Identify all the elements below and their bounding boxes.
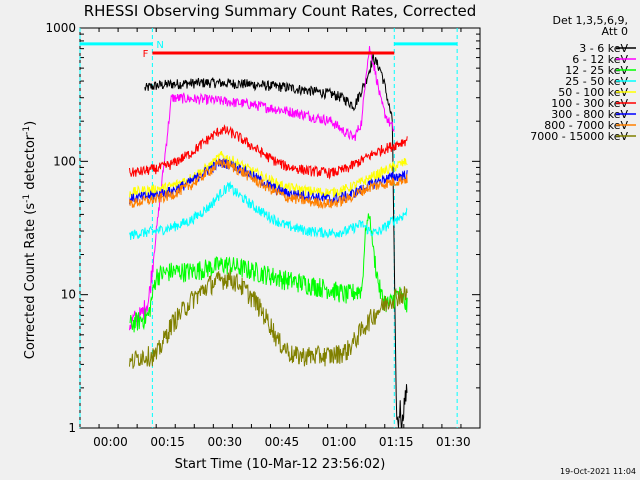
x-tick-label: 00:15 bbox=[150, 435, 185, 449]
series-line-0 bbox=[144, 53, 408, 428]
x-tick-label: 01:00 bbox=[322, 435, 357, 449]
timestamp: 19-Oct-2021 11:04 bbox=[560, 467, 636, 476]
y-axis-label-exp2: -1 bbox=[22, 126, 32, 135]
series-line-7 bbox=[129, 158, 408, 210]
series-line-4 bbox=[129, 150, 408, 199]
legend-entry-0: 3 - 6 keV bbox=[579, 42, 628, 55]
legend-entry-5: 100 - 300 keV bbox=[551, 97, 628, 110]
legend-entry-1: 6 - 12 keV bbox=[572, 53, 628, 66]
legend-entry-3: 25 - 50 keV bbox=[565, 75, 628, 88]
legend-header-line: Det 1,3,5,6,9, bbox=[552, 14, 628, 27]
series-line-5 bbox=[129, 124, 408, 180]
y-axis-label-close: ) bbox=[23, 121, 38, 126]
x-tick-label: 01:15 bbox=[379, 435, 414, 449]
series-line-8 bbox=[129, 269, 408, 369]
legend-entry-8: 7000 - 15000 keV bbox=[530, 130, 628, 143]
y-axis-label-exp: -1 bbox=[22, 194, 32, 203]
legend-entry-2: 12 - 25 keV bbox=[565, 64, 628, 77]
y-tick-label: 10 bbox=[61, 288, 76, 302]
series-line-3 bbox=[129, 181, 408, 241]
y-tick-label: 1000 bbox=[45, 21, 76, 35]
x-tick-label: 00:00 bbox=[93, 435, 128, 449]
series-line-1 bbox=[129, 46, 395, 331]
y-axis-label-tail: detector bbox=[23, 134, 38, 194]
y-axis-label: Corrected Count Rate (s-1 detector-1) bbox=[22, 121, 38, 359]
x-tick-label: 00:45 bbox=[265, 435, 300, 449]
chart-title: RHESSI Observing Summary Count Rates, Co… bbox=[84, 2, 477, 20]
legend-entry-7: 800 - 7000 keV bbox=[544, 119, 628, 132]
legend-header-line: Att 0 bbox=[602, 25, 628, 38]
y-tick-label: 1 bbox=[68, 421, 76, 435]
plot-area: 1 10 100 1000 00:00 00:15 00:30 00:45 01:00 01:15… bbox=[45, 21, 481, 449]
y-axis-label-main: Corrected Count Rate (s bbox=[23, 203, 38, 360]
flag-bar-label: F bbox=[143, 49, 149, 60]
y-tick-label: 100 bbox=[53, 154, 76, 168]
series-line-2 bbox=[129, 213, 408, 333]
x-tick-label: 00:30 bbox=[207, 435, 242, 449]
x-axis-label: Start Time (10-Mar-12 23:56:02) bbox=[175, 457, 386, 472]
x-tick-label: 01:30 bbox=[436, 435, 471, 449]
night-bar-label: N bbox=[156, 40, 163, 51]
legend-entry-6: 300 - 800 keV bbox=[551, 108, 628, 121]
legend-entry-4: 50 - 100 keV bbox=[558, 86, 628, 99]
